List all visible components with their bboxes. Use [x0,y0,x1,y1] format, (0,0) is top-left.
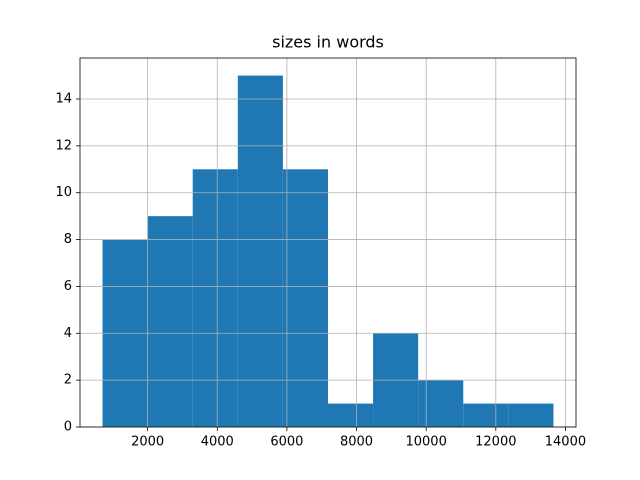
x-tick-label: 4000 [201,435,234,450]
bar [463,403,509,427]
axes-frame [79,57,577,428]
bar [237,75,283,428]
x-tick-label: 6000 [270,435,303,450]
bar [418,380,464,427]
x-tick-label: 10000 [405,435,446,450]
x-tick-label: 8000 [340,435,373,450]
y-tick-label: 4 [64,326,72,341]
y-tick-label: 8 [64,232,72,247]
chart-title: sizes in words [272,33,384,52]
x-tick-label: 12000 [475,435,516,450]
y-tick-label: 2 [64,373,72,388]
y-tick-label: 0 [64,420,72,435]
bar [327,403,374,427]
y-tick-label: 6 [64,279,72,294]
bar [192,169,238,428]
bar [508,403,554,427]
bar [147,216,193,427]
x-tick-label: 2000 [131,435,164,450]
y-tick-label: 14 [55,92,72,107]
x-tick-label: 14000 [545,435,586,450]
y-tick-label: 12 [55,138,72,153]
bar [282,169,328,428]
y-tick-label: 10 [55,185,72,200]
